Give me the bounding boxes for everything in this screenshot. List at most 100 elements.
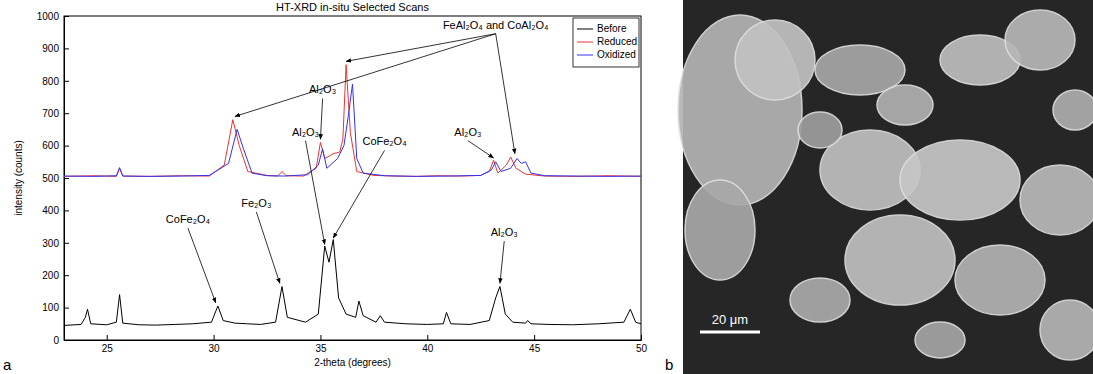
annotation-text: Al₂O₃ [292, 126, 319, 138]
y-tick: 800 [42, 76, 69, 87]
y-tick-mark [64, 113, 69, 114]
x-tick: 45 [529, 335, 541, 354]
y-axis-title: intensity (counts) [13, 140, 24, 216]
y-tick-label: 400 [42, 205, 59, 216]
legend-label: Oxidized [597, 49, 636, 60]
annotation-arrow [333, 150, 384, 238]
particle [1040, 300, 1093, 360]
figure: 2530354045500100200300400500600700800900… [0, 0, 1093, 374]
annotation-arrow [346, 34, 496, 62]
particle [955, 245, 1045, 315]
panel-label: a [3, 356, 12, 373]
annotations: FeAl₂O₄ and CoAl₂O₄ Al₂O₃ Al₂O₃ CoFe₂O₄ Fe₂O… [166, 19, 549, 303]
plot-frame [64, 16, 641, 340]
particle [915, 322, 965, 358]
annotation-arrow [256, 212, 280, 283]
y-tick-mark [64, 48, 69, 49]
series-line [64, 65, 641, 177]
x-tick-label: 50 [636, 343, 648, 354]
particle [790, 278, 850, 322]
annotation-text: Fe₂O₃ [241, 197, 271, 209]
y-tick-label: 800 [42, 76, 59, 87]
legend: Before Reduced Oxidized [573, 18, 639, 67]
scale-bar-label: 20 μm [712, 312, 748, 327]
annotation-arrow [468, 141, 494, 158]
y-tick: 700 [42, 108, 69, 119]
x-tick-mark [214, 335, 215, 340]
x-tick-mark [427, 335, 428, 340]
particle [877, 85, 933, 125]
legend-box [573, 18, 639, 67]
x-tick-mark [107, 335, 108, 340]
legend-label: Before [597, 23, 627, 34]
y-tick: 500 [42, 173, 69, 184]
particle [1005, 10, 1075, 70]
y-tick-label: 500 [42, 173, 59, 184]
y-tick-label: 300 [42, 238, 59, 249]
particle [1053, 90, 1093, 130]
annotation-text: CoFe₂O₄ [166, 213, 211, 225]
annotation-text: Al₂O₃ [491, 226, 518, 238]
series-group [64, 65, 641, 326]
annotation-text: Al₂O₃ [454, 126, 481, 138]
annotation-arrow [305, 141, 324, 245]
y-tick: 100 [42, 302, 69, 313]
scale-bar [700, 331, 760, 334]
y-tick-mark [64, 308, 69, 309]
particle [845, 215, 955, 305]
y-tick-mark [64, 243, 69, 244]
y-tick-label: 100 [42, 302, 59, 313]
y-tick-mark [64, 210, 69, 211]
series-line [64, 84, 641, 176]
annotation-arrow [320, 99, 322, 140]
sem-image: 20 μm [678, 0, 1093, 374]
annotation-text: FeAl₂O₄ and CoAl₂O₄ [443, 19, 549, 31]
x-tick-label: 35 [315, 343, 327, 354]
y-tick-label: 700 [42, 108, 59, 119]
y-tick-label: 0 [53, 335, 59, 346]
legend-swatch [577, 55, 593, 56]
x-tick: 35 [315, 335, 327, 354]
y-tick-label: 200 [42, 270, 59, 281]
legend-label: Reduced [597, 36, 637, 47]
y-tick-label: 600 [42, 140, 59, 151]
x-axis-title: 2-theta (degrees) [314, 357, 391, 368]
y-tick: 900 [42, 43, 69, 54]
particle [735, 20, 815, 100]
x-tick-label: 25 [102, 343, 114, 354]
x-axis: 25 30 35 40 45 50 [65, 335, 648, 354]
x-tick: 50 [636, 335, 648, 354]
y-tick-mark [64, 146, 69, 147]
y-tick-mark [64, 81, 69, 82]
annotation-arrow [188, 228, 216, 303]
legend-swatch [577, 29, 593, 30]
y-tick-mark [64, 178, 69, 179]
x-tick: 25 [102, 335, 114, 354]
x-tick-label: 45 [529, 343, 541, 354]
y-tick: 400 [42, 205, 69, 216]
x-tick-mark [534, 335, 535, 340]
annotation-arrow [496, 34, 515, 154]
panel-label: b [665, 356, 673, 373]
y-tick: 300 [42, 238, 69, 249]
particle [685, 180, 755, 280]
x-tick-label: 40 [422, 343, 434, 354]
particle [1020, 165, 1093, 235]
series-line [64, 240, 641, 326]
chart-title: HT-XRD in-situ Selected Scans [276, 1, 429, 13]
y-tick-mark [64, 275, 69, 276]
particle [900, 140, 1020, 220]
x-tick: 30 [209, 335, 221, 354]
annotation-arrow [235, 34, 496, 117]
x-tick: 40 [422, 335, 434, 354]
plot-background [64, 16, 641, 340]
annotation-text: CoFe₂O₄ [362, 135, 407, 147]
y-tick-label: 900 [42, 43, 59, 54]
x-tick-label: 30 [209, 343, 221, 354]
y-tick: 600 [42, 140, 69, 151]
y-tick: 200 [42, 270, 69, 281]
annotation-arrow [500, 241, 504, 283]
particle [798, 112, 842, 148]
x-tick-mark [320, 335, 321, 340]
annotation-text: Al₂O₃ [309, 83, 336, 95]
